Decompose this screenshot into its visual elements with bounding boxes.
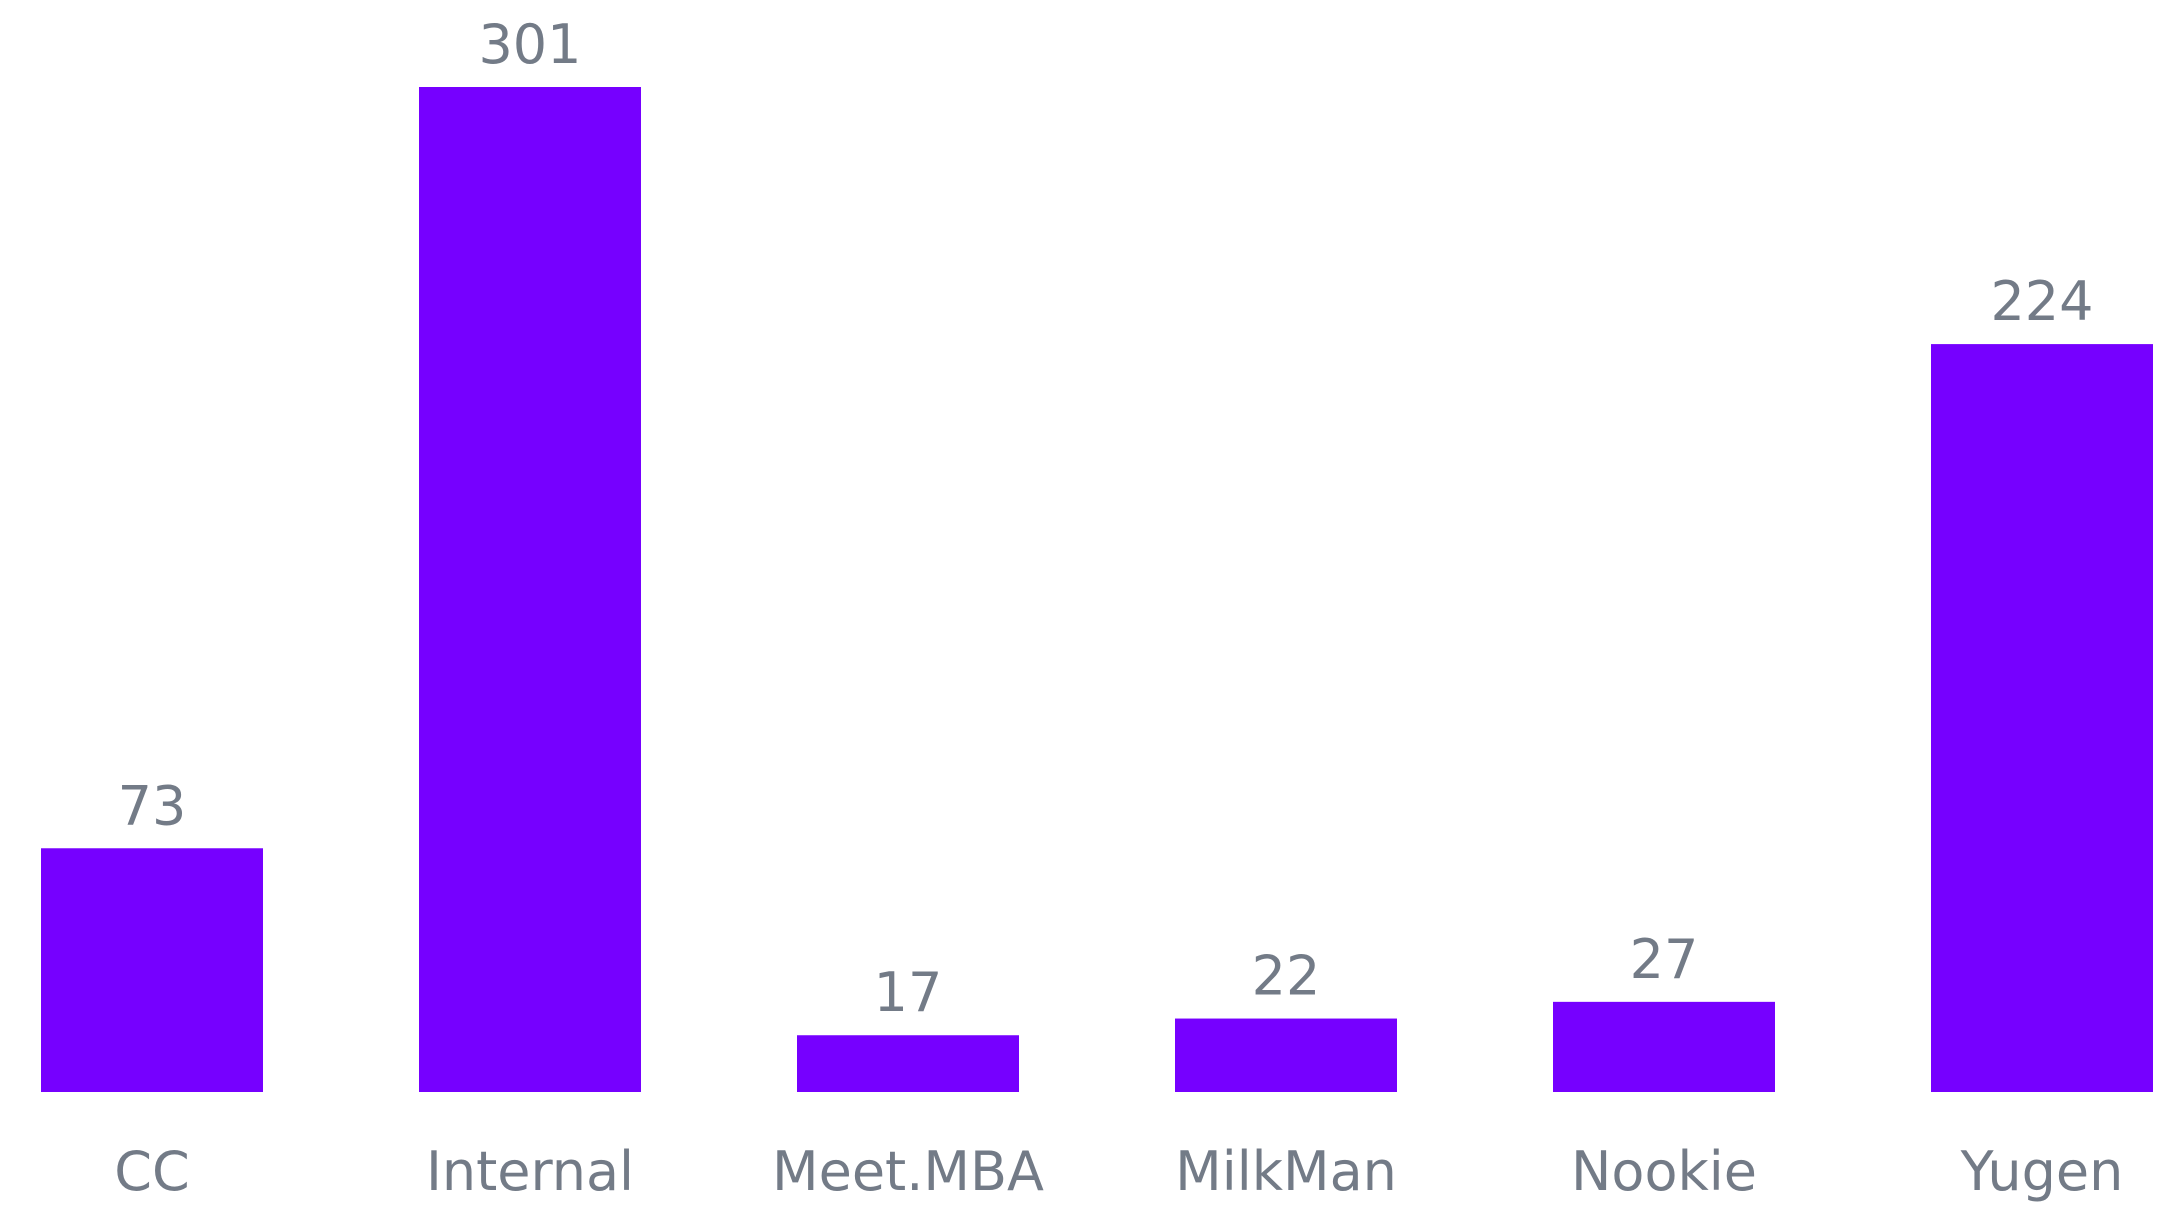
x-tick-label: Internal <box>426 1140 634 1203</box>
x-tick-label: Nookie <box>1571 1140 1757 1203</box>
value-label: 224 <box>1990 270 2093 333</box>
x-tick-label: Meet.MBA <box>772 1140 1044 1203</box>
value-label: 17 <box>874 961 943 1024</box>
bar <box>797 1035 1019 1092</box>
value-label: 27 <box>1630 928 1699 991</box>
bar <box>41 848 263 1092</box>
x-tick-label: MilkMan <box>1175 1140 1397 1203</box>
bar <box>419 87 641 1092</box>
x-tick-label: CC <box>114 1140 189 1203</box>
bar <box>1931 344 2153 1092</box>
value-label: 22 <box>1252 945 1321 1008</box>
bar <box>1553 1001 1775 1092</box>
value-label: 301 <box>478 13 581 76</box>
bar <box>1175 1018 1397 1092</box>
value-label: 73 <box>118 774 187 837</box>
x-tick-label: Yugen <box>1960 1140 2124 1203</box>
